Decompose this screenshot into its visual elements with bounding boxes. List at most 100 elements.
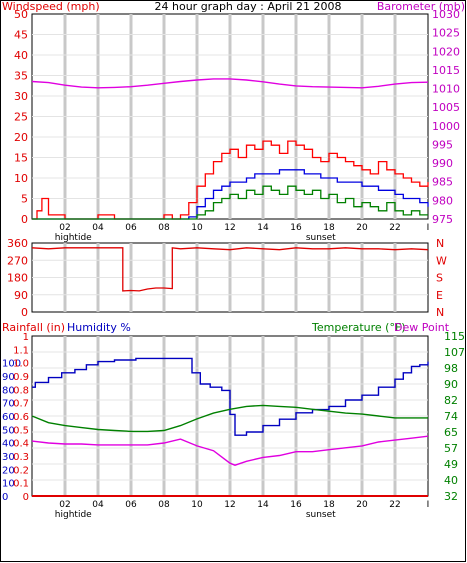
- x-tick-label: 20: [356, 500, 368, 510]
- rainfall-tick-label: 0.8: [13, 385, 29, 396]
- dewpoint-line: [31, 435, 429, 466]
- temperature-tick-label: 74: [444, 410, 458, 423]
- rainfall-tick-label: 0.7: [13, 399, 29, 410]
- x-tick-label: 10: [191, 223, 203, 233]
- x-tick-label: 18: [323, 223, 335, 233]
- barometer-line: [31, 78, 429, 89]
- x-tick-label: 04: [92, 500, 104, 510]
- temperature-tick-label: 98: [444, 362, 458, 375]
- humidity-tick-label: 60: [2, 412, 15, 423]
- x-tick-label: 06: [125, 223, 137, 233]
- temperature-tick-label: 49: [444, 458, 458, 471]
- windspeed-tick-label: 10: [14, 172, 28, 185]
- wind-direction-line: [31, 247, 429, 292]
- temperature-tick-label: 40: [444, 474, 458, 487]
- humidity-tick-label: 30: [2, 452, 15, 463]
- windspeed-tick-label: 50: [14, 8, 28, 21]
- barometer-tick-label: 1005: [432, 101, 460, 114]
- windspeed-tick-label: 30: [14, 90, 28, 103]
- direction-tick-label: 270: [7, 254, 28, 267]
- x-event-label: hightide: [55, 510, 92, 520]
- direction-tick-label: 360: [7, 237, 28, 250]
- barometer-tick-label: 1010: [432, 83, 460, 96]
- humidity-tick-label: 50: [2, 425, 15, 436]
- rainfall-tick-label: 1: [23, 332, 29, 343]
- x-tick-label: 02: [59, 500, 70, 510]
- windspeed-tick-label: 20: [14, 131, 28, 144]
- barometer-tick-label: 975: [432, 213, 453, 226]
- barometer-tick-label: 990: [432, 157, 453, 170]
- compass-tick-label: W: [436, 254, 447, 267]
- rainfall-tick-label: 1.0: [13, 359, 29, 370]
- direction-tick-label: 0: [21, 306, 28, 319]
- barometer-tick-label: 1025: [432, 27, 460, 40]
- x-tick-label: 20: [356, 223, 368, 233]
- windspeed-tick-label: 35: [14, 70, 28, 83]
- x-tick-label: I: [427, 223, 430, 233]
- graph-title: 24 hour graph day : April 21 2008: [155, 0, 342, 13]
- top-right-axis-title: Barometer (mb): [377, 0, 465, 13]
- rainfall-tick-label: 0: [23, 492, 29, 503]
- windspeed-tick-label: 5: [21, 193, 28, 206]
- compass-tick-label: N: [436, 306, 444, 319]
- x-tick-label: 14: [257, 223, 269, 233]
- x-tick-label: 12: [224, 223, 235, 233]
- windspeed-line: [32, 185, 428, 220]
- x-event-label: sunset: [306, 510, 336, 520]
- x-tick-label: 02: [59, 223, 70, 233]
- rainfall-axis-title: Rainfall (in): [2, 321, 65, 334]
- rainfall-tick-label: 0.5: [13, 425, 29, 436]
- temperature-tick-label: 32: [444, 490, 458, 503]
- barometer-tick-label: 980: [432, 194, 453, 207]
- temperature-tick-label: 57: [444, 442, 458, 455]
- x-tick-label: 22: [389, 223, 400, 233]
- barometer-tick-label: 1000: [432, 120, 460, 133]
- temperature-tick-label: 82: [444, 394, 458, 407]
- x-tick-label: 16: [290, 500, 302, 510]
- windspeed-tick-label: 45: [14, 29, 28, 42]
- wind-baro-panel: 0510152025303540455097598098599099510001…: [14, 8, 460, 243]
- windspeed-tick-label: 15: [14, 152, 28, 165]
- windspeed-tick-label: 40: [14, 49, 28, 62]
- rainfall-tick-label: 0.6: [13, 412, 29, 423]
- rainfall-tick-label: 0.1: [13, 479, 29, 490]
- temperature-axis-title: Temperature (°F): [311, 321, 406, 334]
- humidity-line: [32, 357, 429, 436]
- x-tick-label: 08: [158, 223, 170, 233]
- x-tick-label: 18: [323, 500, 335, 510]
- rainfall-tick-label: 1.1: [13, 345, 29, 356]
- humidity-tick-label: 40: [2, 439, 15, 450]
- x-tick-label: 22: [389, 500, 400, 510]
- top-left-axis-title: Windspeed (mph): [2, 0, 100, 13]
- dewpoint-axis-title: Dew Point: [394, 321, 450, 334]
- rain-humidity-temp-panel: 0 0100.1200.2300.3400.4500.5600.6700.7800…: [2, 330, 465, 520]
- humidity-tick-label: 100: [2, 359, 21, 370]
- direction-tick-label: 90: [14, 289, 28, 302]
- temperature-tick-label: 115: [444, 330, 465, 343]
- humidity-tick-label: 10: [2, 479, 15, 490]
- x-tick-label: 12: [224, 500, 235, 510]
- windspeed-average-line: [32, 169, 429, 220]
- windspeed-tick-label: 25: [14, 111, 28, 124]
- humidity-tick-label: 70: [2, 399, 15, 410]
- windspeed-tick-label: 0: [21, 213, 28, 226]
- x-tick-label: 16: [290, 223, 302, 233]
- x-tick-label: 08: [158, 500, 170, 510]
- x-event-label: sunset: [306, 233, 336, 243]
- temperature-tick-label: 65: [444, 426, 458, 439]
- temperature-tick-label: 90: [444, 378, 458, 391]
- temperature-line: [31, 404, 428, 433]
- x-tick-label: 04: [92, 223, 104, 233]
- barometer-tick-label: 1020: [432, 45, 460, 58]
- temperature-tick-label: 107: [444, 346, 465, 359]
- rainfall-tick-label: 0.3: [13, 452, 29, 463]
- humidity-tick-label: 90: [2, 372, 15, 383]
- compass-tick-label: S: [436, 272, 443, 285]
- compass-tick-label: E: [436, 289, 443, 302]
- x-event-label: hightide: [55, 233, 92, 243]
- x-tick-label: 14: [257, 500, 269, 510]
- x-tick-label: 06: [125, 500, 137, 510]
- compass-tick-label: N: [436, 237, 444, 250]
- humidity-tick-label: 80: [2, 385, 15, 396]
